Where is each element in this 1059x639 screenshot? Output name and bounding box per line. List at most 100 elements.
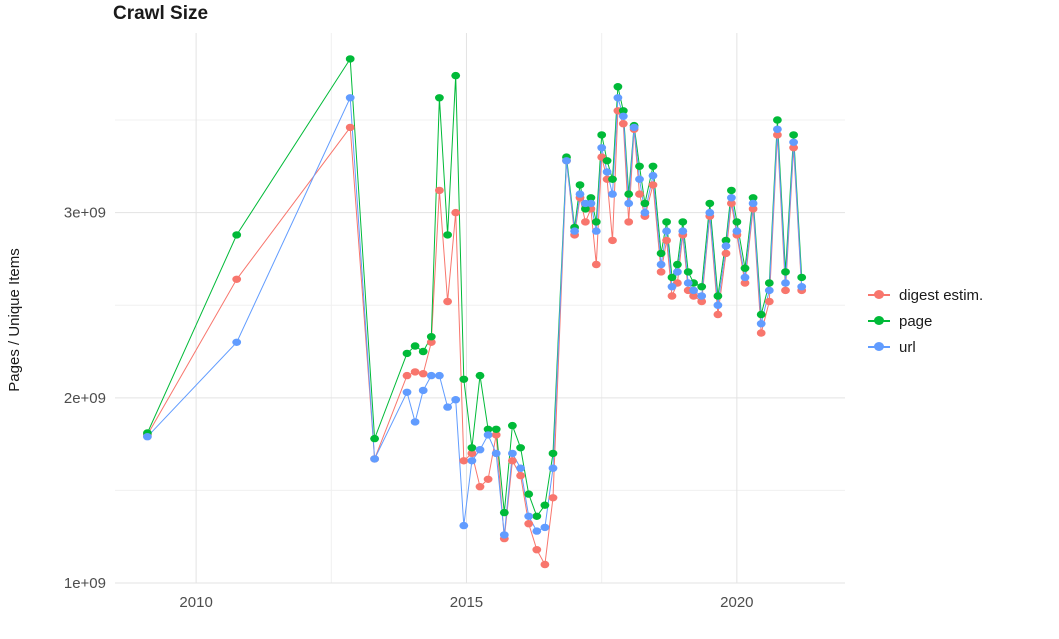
data-point: [418, 370, 428, 378]
data-point: [624, 218, 634, 226]
data-point: [648, 171, 658, 180]
data-point: [797, 283, 807, 291]
data-point: [426, 371, 436, 380]
data-point: [591, 227, 601, 235]
data-point: [435, 94, 444, 102]
data-point: [773, 131, 782, 139]
data-point: [602, 168, 612, 176]
data-point: [370, 434, 379, 443]
data-point: [667, 292, 677, 300]
data-point: [540, 523, 550, 532]
data-point: [740, 279, 750, 287]
data-point: [418, 386, 428, 395]
series-points-digest-estim-: [143, 107, 807, 569]
data-point: [499, 531, 509, 539]
data-point: [727, 186, 736, 195]
data-point: [345, 55, 355, 63]
data-point: [370, 455, 379, 463]
data-point: [683, 279, 693, 287]
data-point: [532, 527, 542, 535]
data-point: [756, 310, 766, 319]
data-point: [516, 464, 525, 472]
grid-minor: [115, 33, 845, 583]
data-point: [418, 347, 428, 356]
data-point: [721, 242, 731, 250]
data-point: [697, 283, 707, 291]
data-point: [697, 297, 707, 306]
data-point: [689, 286, 698, 295]
x-tick-label: 2020: [720, 594, 753, 611]
data-point: [629, 123, 639, 132]
data-point: [575, 190, 585, 198]
data-point: [532, 546, 542, 554]
data-point: [635, 175, 644, 183]
data-point: [524, 520, 534, 528]
data-point: [756, 320, 766, 328]
y-tick-label: 3e+09: [64, 205, 106, 222]
data-point: [613, 94, 623, 102]
data-point: [540, 501, 550, 509]
data-point: [624, 190, 634, 198]
data-point: [483, 431, 493, 439]
data-point: [713, 301, 723, 309]
data-point: [656, 268, 666, 276]
series-points-url: [143, 94, 807, 539]
data-point: [499, 508, 509, 517]
data-point: [435, 371, 444, 380]
data-point: [426, 333, 436, 341]
data-point: [426, 338, 436, 346]
x-axis-tick-labels: 2010 2015 2020: [179, 594, 753, 611]
data-point: [597, 131, 607, 139]
data-point: [562, 157, 571, 165]
data-point: [459, 375, 469, 383]
data-point: [516, 444, 525, 452]
data-point: [540, 560, 550, 569]
data-point: [648, 162, 658, 170]
data-point: [524, 490, 534, 498]
data-point: [570, 227, 579, 235]
grid-major: [115, 33, 845, 584]
data-point: [721, 236, 731, 245]
data-point: [581, 218, 590, 226]
series-line-url: [147, 97, 803, 535]
data-point: [764, 286, 774, 295]
data-point: [635, 162, 644, 170]
legend-key-page-icon: [868, 314, 890, 328]
data-point: [602, 157, 612, 165]
data-point: [727, 194, 736, 202]
data-point: [451, 396, 461, 404]
data-point: [748, 205, 758, 213]
data-point: [410, 368, 420, 376]
data-point: [689, 292, 698, 300]
data-point: [402, 388, 412, 396]
data-point: [740, 273, 750, 282]
legend-key-dot: [874, 290, 884, 299]
legend-key-dot: [874, 316, 884, 325]
data-point: [773, 116, 782, 124]
legend-label-url: url: [899, 338, 916, 356]
data-point: [678, 218, 688, 226]
legend-label-page: page: [899, 312, 933, 330]
data-point: [597, 144, 607, 152]
data-point: [705, 208, 715, 217]
data-point: [232, 338, 242, 346]
data-point: [548, 494, 558, 502]
data-point: [756, 329, 766, 337]
data-point: [402, 371, 412, 380]
data-point: [575, 181, 585, 189]
data-point: [618, 107, 628, 115]
data-point: [781, 279, 790, 287]
data-point: [613, 83, 623, 91]
plot-area: 2010 2015 2020 1e+09 2e+09 3e+09: [64, 33, 845, 611]
data-point: [732, 218, 742, 226]
legend-key-url-icon: [868, 340, 890, 354]
data-point: [635, 190, 644, 198]
data-point: [532, 512, 542, 520]
data-point: [232, 231, 242, 239]
data-point: [345, 123, 355, 132]
data-point: [410, 342, 420, 350]
data-point: [732, 227, 742, 235]
data-point: [586, 194, 596, 202]
data-point: [797, 273, 807, 282]
